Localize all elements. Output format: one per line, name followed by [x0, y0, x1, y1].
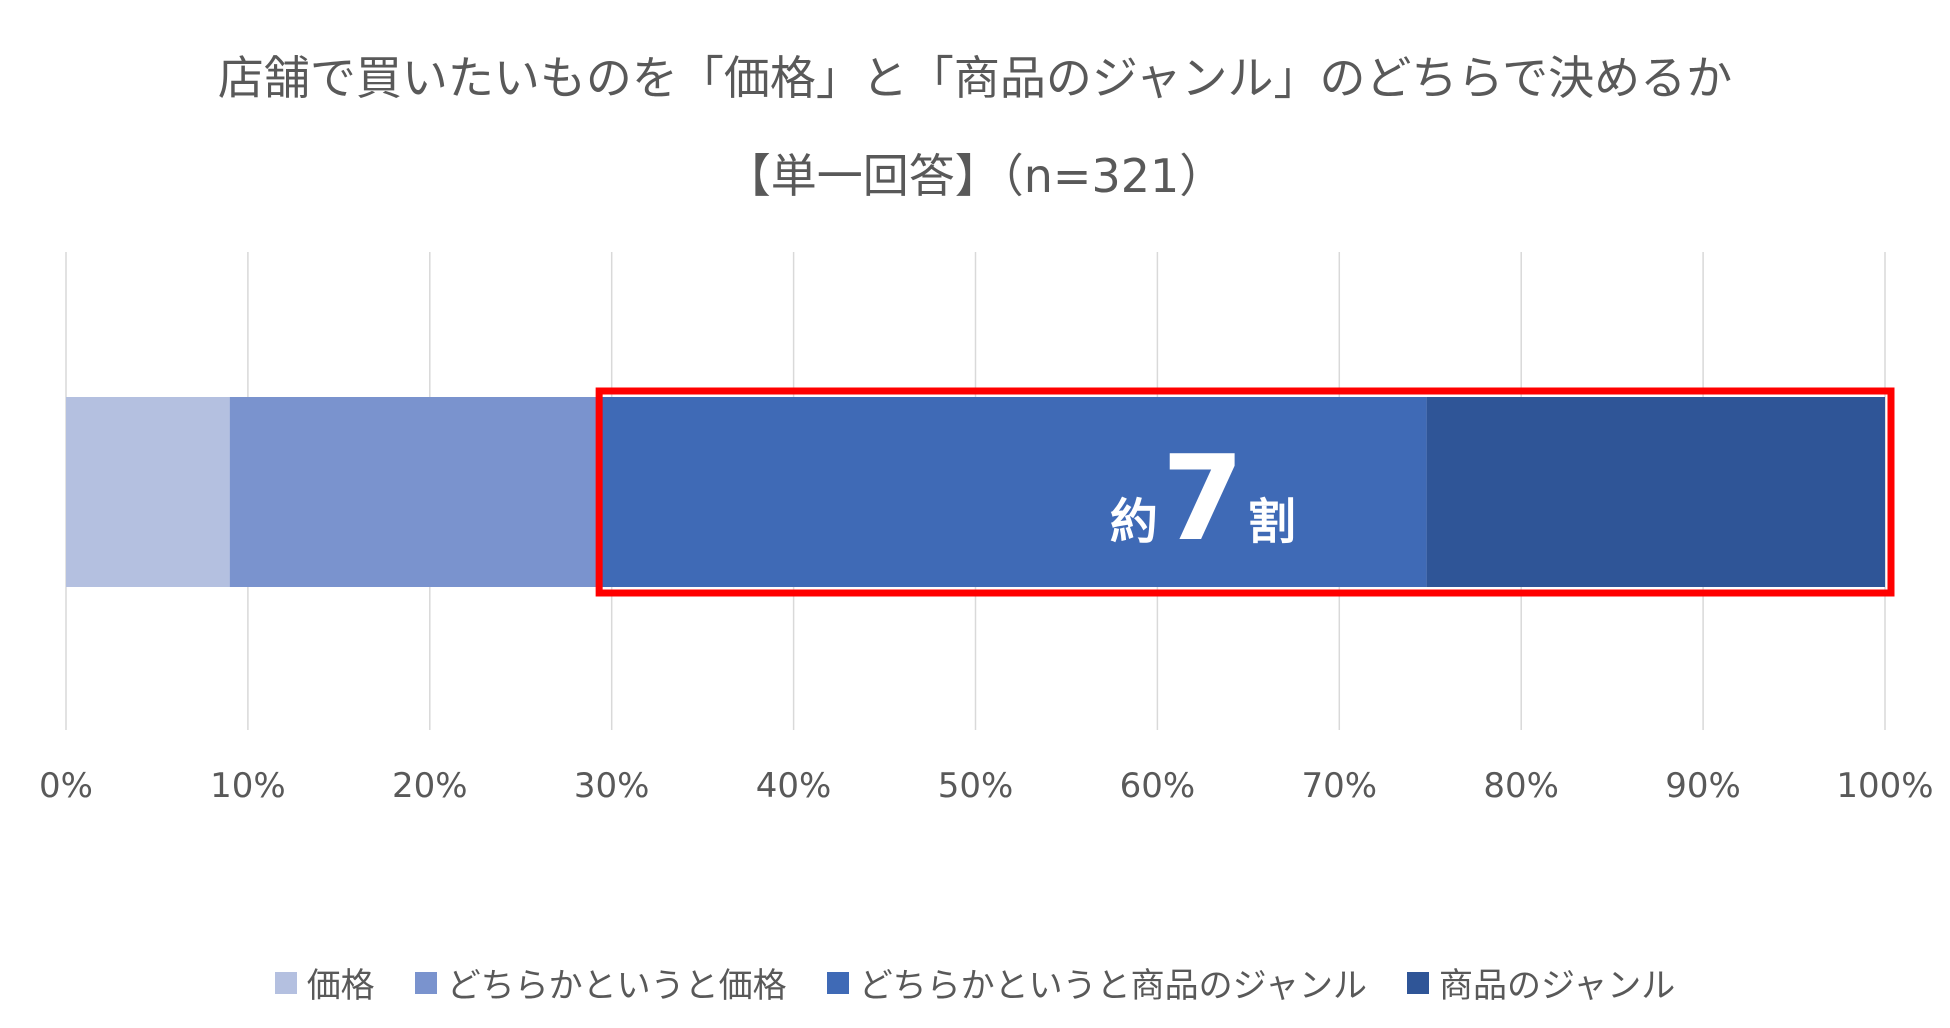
legend-swatch	[1407, 971, 1429, 994]
legend-item-3: どちらかというと商品のジャンル	[826, 958, 1367, 1007]
chart-subtitle: 【単一回答】（n=321）	[724, 149, 1226, 203]
x-tick-label: 10%	[210, 766, 286, 806]
legend-item-1: 価格	[274, 958, 375, 1007]
legend-label: どちらかというと価格	[446, 966, 787, 1006]
x-tick-label: 30%	[574, 766, 650, 806]
callout-number: 7	[1162, 429, 1244, 567]
x-tick-label: 0%	[39, 766, 93, 806]
legend-item-2: どちらかというと価格	[414, 958, 787, 1007]
bar-segment-4	[1426, 397, 1885, 587]
x-tick-label: 80%	[1483, 766, 1559, 806]
legend: 価格 どちらかというと価格 どちらかというと商品のジャンル 商品のジャンル	[0, 958, 1950, 1007]
highlight-layer	[595, 387, 1895, 597]
x-tick-label: 20%	[392, 766, 468, 806]
chart-title: 店舗で買いたいものを「価格」と「商品のジャンル」のどちらで決めるか	[217, 51, 1733, 105]
legend-swatch	[414, 971, 437, 994]
x-tick-label: 90%	[1665, 766, 1741, 806]
bar-segment-2	[229, 397, 598, 587]
stacked-bar	[66, 397, 1885, 587]
legend-swatch	[274, 971, 297, 994]
legend-item-4: 商品のジャンル	[1407, 958, 1675, 1007]
callout-layer: 約 7 割	[1110, 429, 1296, 567]
bar-segment-3	[597, 397, 1427, 587]
x-tick-label: 50%	[938, 766, 1014, 806]
x-tick-label: 60%	[1120, 766, 1196, 806]
callout-prefix: 約	[1110, 494, 1158, 550]
x-tick-label: 70%	[1302, 766, 1378, 806]
highlight-box	[595, 387, 1895, 597]
x-tick-label: 100%	[1836, 766, 1933, 806]
callout-suffix: 割	[1248, 494, 1296, 550]
legend-swatch	[826, 971, 849, 994]
legend-label: 商品のジャンル	[1439, 966, 1676, 1006]
x-axis-ticks: 0% 10% 20% 30% 40% 50% 60% 70% 80% 90% 100%	[39, 766, 1934, 806]
legend-label: どちらかというと商品のジャンル	[858, 966, 1367, 1006]
bar-segment-1	[66, 397, 230, 587]
x-tick-label: 40%	[756, 766, 832, 806]
legend-label: 価格	[306, 966, 375, 1006]
